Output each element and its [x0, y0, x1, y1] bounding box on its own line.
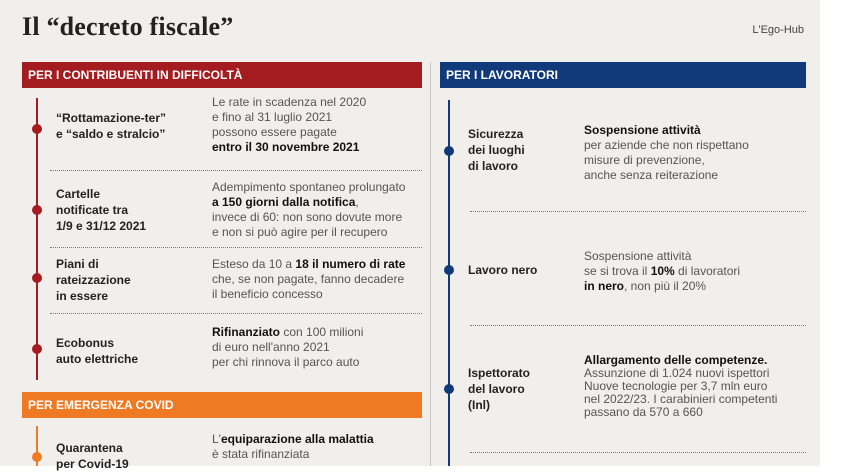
text-emphasis: Sospensione attività: [584, 123, 701, 137]
text-fragment: ,: [355, 195, 359, 209]
dotted-separator: [470, 452, 806, 453]
text-line: possono essere pagate: [212, 125, 337, 139]
timeline-dot: [444, 265, 454, 275]
item-label-ecobonus: Ecobonus auto elettriche: [56, 335, 138, 367]
text-line: per aziende che non rispettano: [584, 138, 749, 152]
item-label-lavoro-nero: Lavoro nero: [468, 262, 537, 278]
section-header-covid: PER EMERGENZA COVID: [22, 392, 422, 418]
text-emphasis: in nero: [584, 279, 625, 293]
text-emphasis: Allargamento delle competenze.: [584, 353, 768, 367]
item-label-ispettorato: Ispettorato del lavoro (Inl): [468, 365, 530, 413]
dotted-separator: [470, 325, 806, 326]
item-text-lavoro-nero: Sospensione attività se si trova il 10% …: [584, 249, 740, 294]
page-margin: [820, 0, 850, 466]
text-fragment: con 100 milioni: [280, 325, 364, 339]
label-line: dei luoghi: [468, 143, 525, 157]
text-emphasis: equiparazione alla malattia: [220, 432, 374, 446]
text-line: Le rate in scadenza nel 2020: [212, 95, 367, 109]
item-label-sicurezza: Sicurezza dei luoghi di lavoro: [468, 126, 525, 174]
timeline-dot: [32, 205, 42, 215]
timeline-dot: [32, 273, 42, 283]
item-label-quarantena: Quarantena per Covid-19: [56, 440, 129, 472]
timeline-contribuenti: [36, 98, 38, 380]
item-text-cartelle: Adempimento spontaneo prolungato a 150 g…: [212, 180, 405, 240]
label-line: (Inl): [468, 398, 490, 412]
text-line: di euro nell'anno 2021: [212, 340, 330, 354]
item-text-ispettorato: Allargamento delle competenze. Assunzion…: [584, 354, 777, 419]
text-line: che, se non pagate, fanno decadere: [212, 272, 405, 286]
label-line: “Rottamazione-ter”: [56, 111, 167, 125]
dotted-separator: [50, 170, 422, 171]
item-text-quarantena: L'equiparazione alla malattia è stata ri…: [212, 432, 374, 462]
label-line: rateizzazione: [56, 273, 131, 287]
label-line: di lavoro: [468, 159, 519, 173]
label-line: per Covid-19: [56, 457, 129, 471]
text-line: e non si può agire per il recupero: [212, 225, 388, 239]
section-header-lavoratori: PER I LAVORATORI: [440, 62, 806, 88]
text-line: per chi rinnova il parco auto: [212, 355, 360, 369]
page-title: Il “decreto fiscale”: [22, 12, 234, 41]
text-line: è stata rifinanziata: [212, 447, 310, 461]
dotted-separator: [50, 313, 422, 314]
text-line: il beneficio concesso: [212, 287, 323, 301]
timeline-dot: [444, 146, 454, 156]
item-text-ecobonus: Rifinanziato con 100 milioni di euro nel…: [212, 325, 363, 370]
text-line: invece di 60: non sono dovute more: [212, 210, 403, 224]
timeline-dot: [32, 124, 42, 134]
label-line: Ispettorato: [468, 366, 531, 380]
text-line: Adempimento spontaneo prolungato: [212, 180, 406, 194]
section-header-contribuenti: PER I CONTRIBUENTI IN DIFFICOLTÀ: [22, 62, 422, 88]
text-fragment: se si trova il: [584, 264, 651, 278]
timeline-dot: [444, 384, 454, 394]
item-text-rateizzazione: Esteso da 10 a 18 il numero di rate che,…: [212, 257, 405, 302]
dotted-separator: [50, 247, 422, 248]
text-line: e fino al 31 luglio 2021: [212, 110, 333, 124]
column-divider: [430, 62, 431, 466]
text-emphasis: 10%: [650, 264, 675, 278]
text-emphasis: Rifinanziato: [212, 325, 280, 339]
text-fragment: Esteso da 10 a: [212, 257, 296, 271]
timeline-covid: [36, 426, 38, 466]
label-line: Piani di: [56, 257, 99, 271]
item-label-cartelle: Cartelle notificate tra 1/9 e 31/12 2021: [56, 186, 146, 234]
timeline-dot: [32, 344, 42, 354]
label-line: Lavoro nero: [468, 263, 538, 277]
text-emphasis: entro il 30 novembre 2021: [212, 140, 360, 154]
timeline-lavoratori: [448, 100, 450, 466]
text-fragment: L': [212, 432, 221, 446]
text-line: Sospensione attività: [584, 249, 692, 263]
item-label-rottamazione: “Rottamazione-ter” e “saldo e stralcio”: [56, 110, 166, 142]
item-label-rateizzazione: Piani di rateizzazione in essere: [56, 256, 131, 304]
text-emphasis: 18 il numero di rate: [295, 257, 406, 271]
source-credit: L'Ego-Hub: [752, 24, 804, 36]
label-line: auto elettriche: [56, 352, 139, 366]
text-line: misure di prevenzione,: [584, 153, 705, 167]
text-line: nel 2022/23. I carabinieri competenti: [584, 392, 778, 406]
item-text-sicurezza: Sospensione attività per aziende che non…: [584, 123, 749, 183]
text-line: passano da 570 a 660: [584, 405, 703, 419]
item-text-rottamazione: Le rate in scadenza nel 2020 e fino al 3…: [212, 95, 366, 155]
text-line: anche senza reiterazione: [584, 168, 719, 182]
dotted-separator: [470, 211, 806, 212]
text-emphasis: a 150 giorni dalla notifica: [212, 195, 356, 209]
label-line: 1/9 e 31/12 2021: [56, 219, 147, 233]
text-fragment: , non più il 20%: [624, 279, 707, 293]
label-line: notificate tra: [56, 203, 129, 217]
label-line: del lavoro: [468, 382, 525, 396]
label-line: Ecobonus: [56, 336, 115, 350]
label-line: e “saldo e stralcio”: [56, 127, 166, 141]
label-line: Quarantena: [56, 441, 123, 455]
label-line: Cartelle: [56, 187, 101, 201]
text-line: Assunzione di 1.024 nuovi ispettori: [584, 366, 770, 380]
label-line: Sicurezza: [468, 127, 524, 141]
timeline-dot: [32, 452, 42, 462]
text-line: Nuove tecnologie per 3,7 mln euro: [584, 379, 768, 393]
text-fragment: di lavoratori: [674, 264, 741, 278]
label-line: in essere: [56, 289, 109, 303]
